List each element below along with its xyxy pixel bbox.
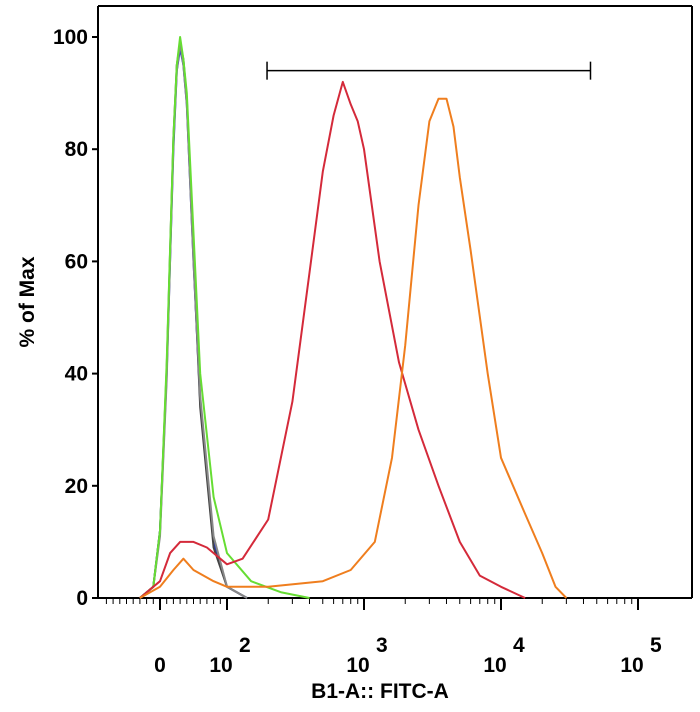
y-tick-label: 0: [76, 587, 88, 610]
x-tick-exponent: 4: [513, 634, 525, 657]
series-line-5: [139, 80, 526, 599]
x-tick-label: 10: [209, 654, 232, 677]
y-tick-label: 60: [65, 250, 88, 273]
y-tick-label: 100: [53, 26, 88, 49]
x-tick-exponent: 3: [376, 634, 388, 657]
x-tick-label: 10: [346, 654, 369, 677]
x-tick-exponent: 2: [239, 634, 251, 657]
y-axis-ticks: 0 20 40 60 80 100: [53, 26, 98, 610]
series-line-2: [139, 41, 248, 599]
series-line-1: [139, 47, 248, 599]
series-line-4: [139, 36, 310, 599]
y-axis-title: % of Max: [16, 256, 39, 347]
x-tick-label: 0: [154, 654, 166, 677]
x-axis-ticks: 0 10 2 10 3 10 4 10 5: [105, 598, 662, 677]
series-line-3: [139, 41, 248, 599]
x-axis-title: B1-A:: FITC-A: [311, 680, 449, 703]
histogram-series: [139, 36, 568, 599]
y-tick-label: 20: [65, 475, 88, 498]
y-tick-label: 80: [65, 138, 88, 161]
gate-marker: [266, 61, 592, 80]
x-tick-exponent: 5: [650, 634, 662, 657]
x-tick-label: 10: [483, 654, 506, 677]
y-tick-label: 40: [65, 363, 88, 386]
x-tick-label: 10: [620, 654, 643, 677]
series-line-6: [139, 97, 568, 599]
